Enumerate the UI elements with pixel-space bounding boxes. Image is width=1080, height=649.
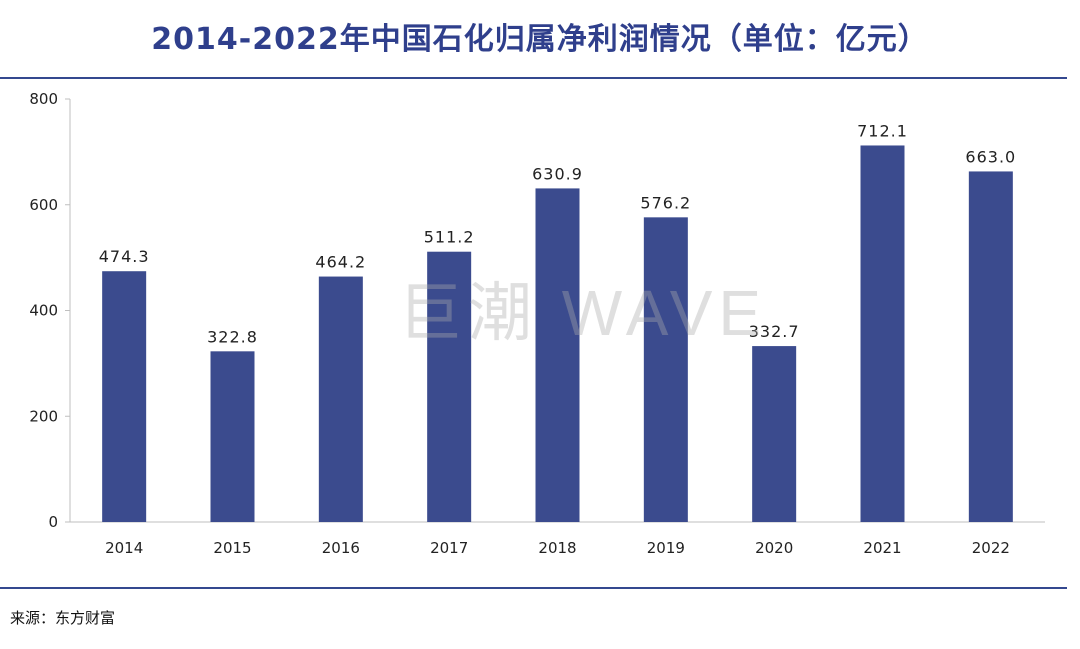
chart-title: 2014-2022年中国石化归属净利润情况（单位：亿元） (151, 22, 929, 57)
bar (752, 346, 797, 522)
data-label: 464.2 (315, 253, 366, 272)
bar (535, 188, 580, 522)
bar (968, 171, 1013, 522)
data-label: 511.2 (424, 228, 475, 247)
bar (210, 351, 255, 522)
y-tick-label: 0 (48, 513, 58, 531)
data-label: 712.1 (857, 121, 908, 140)
x-tick-label: 2014 (105, 539, 143, 557)
bar (102, 271, 147, 522)
y-tick-label: 800 (29, 90, 58, 108)
x-tick-label: 2015 (213, 539, 251, 557)
x-tick-label: 2017 (430, 539, 468, 557)
bar (860, 145, 905, 523)
y-tick-label: 400 (29, 302, 58, 320)
top-divider (0, 77, 1067, 79)
y-tick-label: 600 (29, 196, 58, 214)
bar (427, 251, 472, 522)
data-label: 630.9 (532, 164, 583, 183)
x-tick-label: 2022 (972, 539, 1010, 557)
data-label: 474.3 (99, 247, 150, 266)
data-label: 663.0 (965, 147, 1016, 166)
source-note: 来源：东方财富 (10, 609, 116, 627)
data-label: 332.7 (749, 322, 800, 341)
x-tick-label: 2021 (863, 539, 901, 557)
bottom-divider (0, 587, 1067, 589)
data-label: 576.2 (640, 193, 691, 212)
bar (643, 217, 688, 523)
x-tick-label: 2020 (755, 539, 793, 557)
x-tick-label: 2019 (647, 539, 685, 557)
x-tick-label: 2018 (538, 539, 576, 557)
bar (318, 276, 363, 522)
y-tick-label: 200 (29, 407, 58, 425)
x-tick-label: 2016 (322, 539, 360, 557)
data-label: 322.8 (207, 327, 258, 346)
